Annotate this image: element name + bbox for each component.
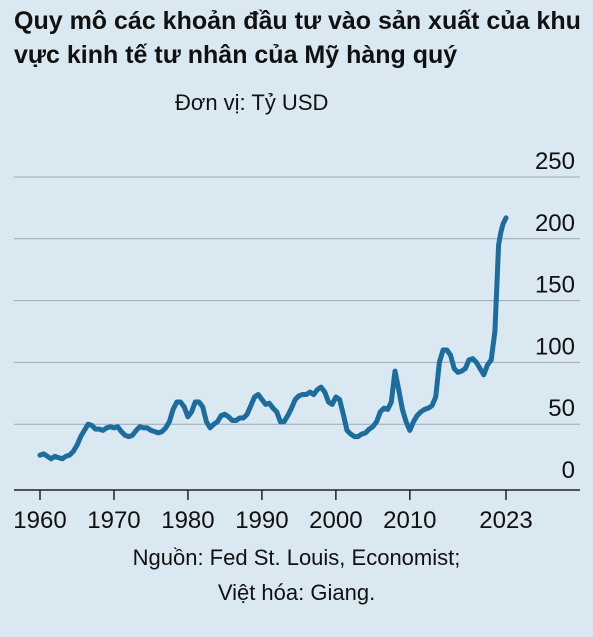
source-note: Nguồn: Fed St. Louis, Economist; (132, 545, 461, 570)
y-tick-label-0: 0 (562, 457, 575, 484)
series (37, 215, 509, 462)
y-tick-label-100: 100 (535, 333, 575, 360)
series-line-0 (37, 215, 509, 462)
chart-title: Quy mô các khoản đầu tư vào sản xuất của… (14, 7, 581, 69)
x-tick-label-2000: 2000 (309, 507, 362, 534)
x-tick-labels: 1960 1970 1980 1990 2000 2010 2023 (13, 507, 532, 534)
translation-credit: Việt hóa: Giang. (217, 580, 376, 605)
x-tick-label-2010: 2010 (383, 507, 436, 534)
x-tick-label-1980: 1980 (161, 507, 214, 534)
y-tick-label-200: 200 (535, 210, 575, 237)
unit-label: Đơn vị: Tỷ USD (175, 90, 329, 115)
x-tick-label-1970: 1970 (87, 507, 140, 534)
y-tick-label-150: 150 (535, 272, 575, 299)
gridlines (14, 176, 580, 425)
x-tick-label-1960: 1960 (13, 507, 66, 534)
y-tick-labels: 0 50 100 150 200 250 (535, 148, 575, 484)
x-axis (14, 489, 580, 500)
x-tick-label-1990: 1990 (235, 507, 288, 534)
x-tick-label-2023: 2023 (479, 507, 532, 534)
y-tick-label-250: 250 (535, 148, 575, 175)
y-tick-label-50: 50 (548, 395, 575, 422)
